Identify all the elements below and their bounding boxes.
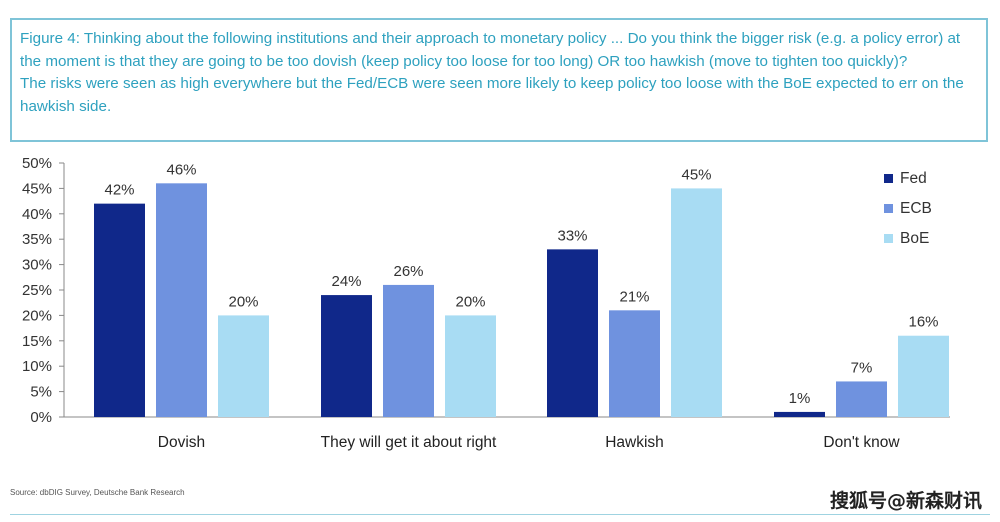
bar-fed — [774, 411, 825, 417]
y-tick-label: 20% — [22, 307, 52, 324]
legend-swatch-fed — [884, 174, 893, 183]
x-category-label: They will get it about right — [321, 434, 497, 451]
y-tick-label: 15% — [22, 333, 52, 350]
bottom-divider — [10, 514, 990, 515]
bar-fed — [321, 295, 372, 417]
bar-value-label: 33% — [557, 227, 587, 244]
y-tick-label: 50% — [22, 155, 52, 172]
bar-value-label: 16% — [908, 314, 938, 331]
legend-swatch-ecb — [884, 204, 893, 213]
bar-boe — [218, 315, 269, 417]
bar-value-label: 20% — [228, 293, 258, 310]
source-note: Source: dbDIG Survey, Deutsche Bank Rese… — [10, 488, 185, 497]
figure-caption-summary: The risks were seen as high everywhere b… — [20, 75, 964, 115]
x-category-label: Hawkish — [605, 434, 664, 451]
bar-fed — [547, 249, 598, 417]
bar-value-label: 24% — [331, 273, 361, 290]
y-tick-label: 5% — [30, 384, 52, 401]
y-tick-label: 30% — [22, 257, 52, 274]
y-tick-label: 40% — [22, 206, 52, 223]
x-category-label: Don't know — [823, 434, 900, 451]
bar-value-label: 42% — [104, 182, 134, 199]
y-tick-label: 25% — [22, 282, 52, 299]
bar-ecb — [836, 381, 887, 417]
legend-swatch-boe — [884, 234, 893, 243]
bar-value-label: 45% — [681, 166, 711, 183]
y-tick-label: 10% — [22, 358, 52, 375]
watermark-text: 搜狐号@新森财讯 — [829, 490, 982, 512]
bar-value-label: 26% — [393, 263, 423, 280]
bar-ecb — [383, 284, 434, 417]
bar-boe — [445, 315, 496, 417]
y-tick-label: 35% — [22, 231, 52, 248]
bar-ecb — [609, 310, 660, 417]
bar-value-label: 1% — [789, 390, 811, 407]
bar-fed — [94, 203, 145, 417]
bar-value-label: 46% — [166, 161, 196, 178]
bar-value-label: 20% — [455, 293, 485, 310]
bar-boe — [671, 188, 722, 417]
bar-ecb — [156, 183, 207, 417]
figure-caption-box: Figure 4: Thinking about the following i… — [10, 18, 988, 142]
bar-boe — [898, 335, 949, 417]
bar-value-label: 7% — [851, 359, 873, 376]
legend-label-boe: BoE — [900, 230, 929, 247]
bar-value-label: 21% — [619, 288, 649, 305]
figure-caption-question: Figure 4: Thinking about the following i… — [20, 30, 961, 70]
legend-label-ecb: ECB — [900, 200, 932, 217]
bar-chart: 0% 5% 10% 15% 20% 25% 30% 35% 40% 45% 50% 42% 46% 20%… — [22, 155, 950, 451]
x-category-label: Dovish — [158, 434, 205, 451]
y-tick-label: 0% — [30, 409, 52, 426]
legend-label-fed: Fed — [900, 170, 927, 187]
y-tick-label: 45% — [22, 180, 52, 197]
